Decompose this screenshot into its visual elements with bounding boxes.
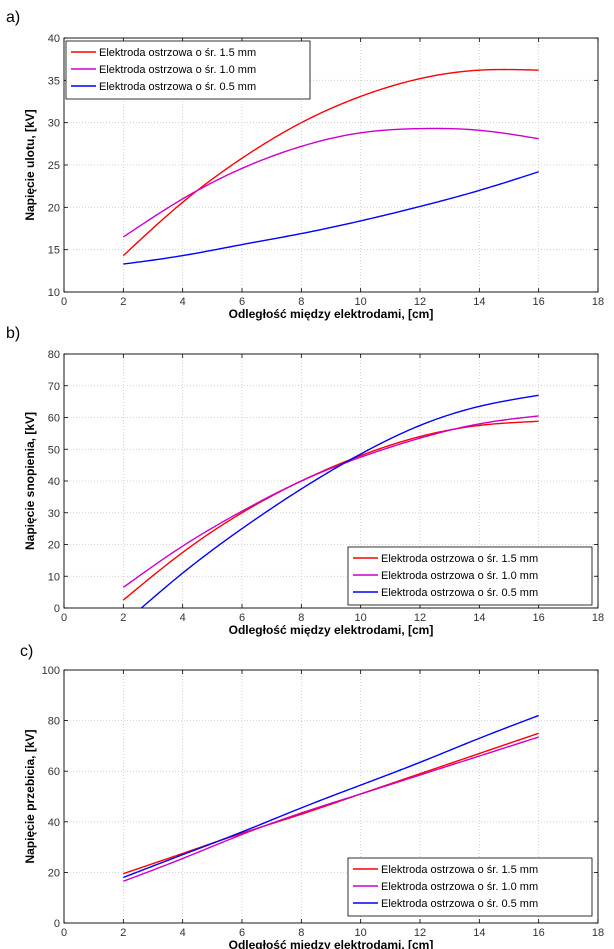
y-tick-label: 0 <box>54 603 60 615</box>
x-tick-label: 8 <box>298 612 304 624</box>
y-tick-label: 25 <box>48 160 60 172</box>
x-axis-title: Odległość między elektrodami, [cm] <box>229 623 434 637</box>
x-tick-label: 12 <box>414 927 426 939</box>
legend-label-1: Elektroda ostrzowa o śr. 1.5 mm <box>381 864 538 876</box>
x-tick-label: 10 <box>355 612 367 624</box>
y-tick-label: 60 <box>48 766 60 778</box>
x-tick-label: 0 <box>61 612 67 624</box>
y-axis-title: Napięcie snopienia, [kV] <box>23 412 37 550</box>
y-tick-label: 70 <box>48 381 60 393</box>
y-tick-label: 35 <box>48 75 60 87</box>
x-tick-label: 10 <box>355 296 367 308</box>
x-tick-label: 0 <box>61 927 67 939</box>
x-tick-label: 18 <box>592 927 604 939</box>
x-tick-label: 14 <box>473 927 485 939</box>
axes-box <box>63 37 599 293</box>
x-tick-label: 6 <box>239 612 245 624</box>
legend-box <box>347 857 593 917</box>
x-tick-label: 10 <box>355 927 367 939</box>
x-tick-label: 6 <box>239 296 245 308</box>
series-line-1 <box>122 420 539 601</box>
axes-box <box>63 353 599 609</box>
x-tick-label: 16 <box>533 927 545 939</box>
y-tick-label: 30 <box>48 508 60 520</box>
chart-panel-3: c) 0 2 4 6 8 10 12 14 16 18 0 20 40 60 80 100 Odległość m… <box>20 643 604 949</box>
panel-letter: b) <box>6 325 20 342</box>
legend: Elektroda ostrzowa o śr. 1.5 mm Elektroda… <box>347 857 593 917</box>
x-tick-label: 18 <box>592 612 604 624</box>
x-tick-label: 4 <box>180 927 186 939</box>
series-line-1 <box>123 732 539 875</box>
legend-label-1: Elektroda ostrzowa o śr. 1.5 mm <box>99 47 256 59</box>
y-tick-label: 80 <box>48 716 60 728</box>
y-tick-label: 0 <box>54 918 60 930</box>
legend-box <box>347 546 593 606</box>
x-tick-label: 6 <box>239 927 245 939</box>
x-tick-label: 8 <box>298 927 304 939</box>
x-tick-label: 0 <box>61 296 67 308</box>
y-tick-label: 20 <box>48 202 60 214</box>
y-tick-label: 15 <box>48 245 60 257</box>
legend-label-3: Elektroda ostrzowa o śr. 0.5 mm <box>99 81 256 93</box>
y-tick-label: 30 <box>48 118 60 130</box>
x-tick-label: 12 <box>414 612 426 624</box>
series-line-2 <box>123 736 539 882</box>
y-tick-label: 20 <box>48 867 60 879</box>
y-tick-label: 50 <box>48 444 60 456</box>
legend-label-2: Elektroda ostrzowa o śr. 1.0 mm <box>381 570 538 582</box>
x-tick-label: 14 <box>473 296 485 308</box>
y-tick-label: 10 <box>48 571 60 583</box>
panel-letter: c) <box>20 643 33 660</box>
x-tick-label: 16 <box>533 612 545 624</box>
x-axis-title: Odległość między elektrodami, [cm] <box>229 307 434 321</box>
y-tick-label: 10 <box>48 287 60 299</box>
series-line-3 <box>140 394 539 608</box>
y-tick-label: 40 <box>48 476 60 488</box>
legend-box <box>65 40 311 100</box>
x-tick-label: 18 <box>592 296 604 308</box>
y-tick-label: 20 <box>48 540 60 552</box>
y-tick-label: 100 <box>42 665 60 677</box>
legend-label-1: Elektroda ostrzowa o śr. 1.5 mm <box>381 553 538 565</box>
x-tick-label: 2 <box>120 612 126 624</box>
y-tick-label: 60 <box>48 413 60 425</box>
series-line-1 <box>122 68 539 257</box>
x-tick-label: 2 <box>120 927 126 939</box>
series-line-3 <box>123 171 539 265</box>
y-tick-label: 80 <box>48 349 60 361</box>
series-line-2 <box>122 415 539 588</box>
panel-letter: a) <box>6 9 20 26</box>
x-tick-label: 4 <box>180 296 186 308</box>
legend: Elektroda ostrzowa o śr. 1.5 mm Elektroda… <box>347 546 593 606</box>
x-tick-label: 4 <box>180 612 186 624</box>
axes-box <box>63 669 599 924</box>
x-tick-label: 14 <box>473 612 485 624</box>
x-tick-label: 16 <box>533 296 545 308</box>
legend-label-3: Elektroda ostrzowa o śr. 0.5 mm <box>381 587 538 599</box>
chart-panel-2: b) 0 2 4 6 8 10 12 14 16 18 0 10 20 30 40 50 60 70 80 Odległ… <box>6 325 604 637</box>
x-axis-title: Odległość między elektrodami, [cm] <box>229 938 434 949</box>
legend-label-2: Elektroda ostrzowa o śr. 1.0 mm <box>381 881 538 893</box>
x-tick-label: 12 <box>414 296 426 308</box>
x-tick-label: 8 <box>298 296 304 308</box>
legend: Elektroda ostrzowa o śr. 1.5 mm Elektroda… <box>65 40 311 100</box>
y-axis-title: Napięcie ulotu, [kV] <box>23 109 37 220</box>
legend-label-3: Elektroda ostrzowa o śr. 0.5 mm <box>381 898 538 910</box>
chart-panel-1: a) 0 2 4 6 8 10 12 14 16 18 10 15 20 25 30 35 40 Odległość… <box>6 9 604 321</box>
series-line-2 <box>122 127 539 238</box>
y-tick-label: 40 <box>48 33 60 45</box>
y-axis-title: Napięcie przebicia, [kV] <box>23 729 37 863</box>
series-line-3 <box>123 714 539 879</box>
x-tick-label: 2 <box>120 296 126 308</box>
legend-label-2: Elektroda ostrzowa o śr. 1.0 mm <box>99 64 256 76</box>
y-tick-label: 40 <box>48 817 60 829</box>
